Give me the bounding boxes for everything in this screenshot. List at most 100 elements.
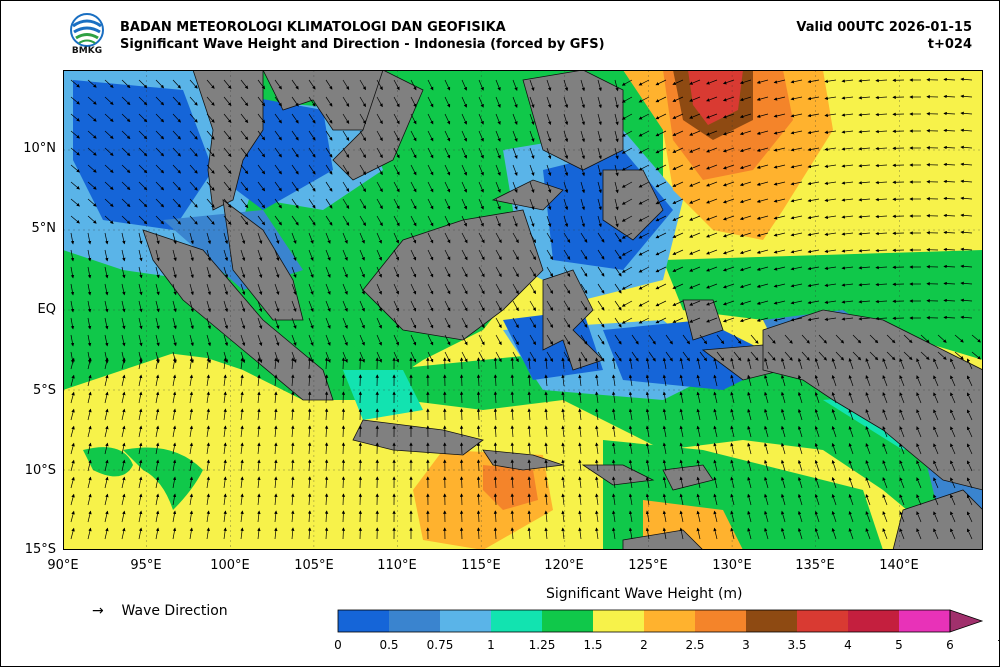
wave-arrow (87, 334, 92, 347)
wave-arrow (393, 334, 399, 346)
wave-arrow (206, 181, 215, 191)
wave-arrow (824, 283, 837, 287)
wave-arrow (756, 198, 769, 203)
wave-arrow (960, 264, 973, 269)
wave-arrow (478, 96, 484, 108)
wave-arrow (240, 283, 246, 296)
wave-arrow (631, 334, 639, 345)
colorbar-swatch (848, 610, 900, 632)
wave-arrow (512, 317, 519, 329)
wave-arrow (943, 264, 956, 269)
wave-arrow (858, 317, 871, 321)
wave-arrow (274, 334, 280, 347)
wave-arrow (138, 266, 143, 279)
wave-arrow (223, 300, 229, 313)
wave-arrow (706, 164, 718, 170)
colorbar-level-label: 3.5 (787, 638, 807, 652)
wave-arrow (529, 130, 535, 143)
wave-arrow (223, 130, 232, 141)
wave-arrow (121, 266, 126, 279)
colorbar-level-label: 2.5 (685, 638, 705, 652)
wave-arrow (376, 113, 383, 125)
wave-arrow (155, 198, 165, 208)
wave-arrow (495, 300, 502, 312)
wave-arrow (672, 317, 684, 323)
wave-arrow (790, 164, 803, 169)
wave-arrow (223, 317, 229, 330)
wave-arrow (325, 232, 331, 244)
wave-arrow (875, 78, 888, 83)
wave-arrow (756, 300, 769, 305)
wave-arrow (621, 181, 633, 188)
wave-arrow (274, 215, 282, 226)
wave-arrow (672, 215, 684, 221)
wave-arrow (858, 130, 871, 134)
wave-arrow (172, 198, 181, 208)
wave-arrow (739, 96, 752, 102)
wave-arrow (359, 317, 365, 329)
wave-arrow (223, 249, 229, 262)
wave-arrow (70, 215, 80, 224)
wave-arrow (773, 198, 786, 203)
wave-arrow (563, 164, 569, 177)
wave-arrow (427, 317, 434, 329)
wave-arrow (824, 215, 837, 219)
wave-arrow (138, 232, 143, 245)
wave-arrow (875, 316, 888, 321)
wave-arrow (459, 510, 464, 523)
wave-arrow (512, 232, 519, 244)
wave-arrow (546, 249, 554, 260)
colorbar-level-label: 0.5 (379, 638, 399, 652)
wave-arrow (342, 198, 350, 209)
wave-arrow (291, 96, 299, 107)
sea-green-patch (123, 447, 203, 510)
wave-arrow (274, 79, 282, 90)
wave-arrow (342, 283, 348, 295)
wave-arrow (240, 215, 249, 226)
wave-arrow (308, 334, 314, 346)
wave-arrow (393, 232, 399, 244)
wave-arrow (739, 300, 752, 306)
wave-arrow (580, 181, 585, 194)
colorbar-title: Significant Wave Height (m) (546, 586, 743, 602)
wave-arrow (410, 198, 417, 210)
wave-arrow (807, 198, 820, 203)
wave-arrow (739, 215, 752, 221)
wave-arrow (138, 164, 148, 174)
sea-blue-region-andaman (73, 80, 213, 230)
wave-arrow (189, 215, 198, 225)
wave-arrow (621, 164, 633, 171)
wave-arrow (875, 299, 888, 304)
wave-arrow (790, 96, 803, 101)
wave-arrow (875, 197, 888, 202)
wave-arrow (841, 198, 854, 202)
wave-arrow (655, 317, 667, 324)
wave-arrow (655, 300, 667, 307)
wave-arrow (189, 79, 198, 89)
wave-arrow (325, 79, 333, 90)
wave-arrow (155, 215, 165, 225)
wave-arrow (943, 128, 956, 133)
wave-arrow (858, 249, 871, 253)
valid-time: Valid 00UTC 2026-01-15 (796, 20, 972, 35)
wave-arrow (342, 130, 350, 141)
wave-arrow (824, 164, 837, 168)
wave-arrow (739, 249, 752, 255)
wave-arrow (87, 130, 97, 139)
colorbar-level-label: 5 (895, 638, 903, 652)
wave-arrow (563, 334, 571, 345)
wave-arrow (172, 300, 177, 313)
forecast-lead: t+024 (927, 37, 972, 52)
wave-arrow (325, 181, 333, 192)
wave-arrow (672, 130, 684, 136)
map-area (63, 70, 983, 550)
wave-arrow (841, 317, 854, 321)
wave-arrow (206, 283, 211, 296)
wave-arrow (461, 198, 467, 210)
wave-arrow (875, 214, 888, 219)
wave-arrow (121, 147, 131, 157)
wave-arrow (773, 147, 786, 152)
wave-arrow (546, 283, 554, 294)
wave-arrow (291, 147, 299, 158)
wave-arrow (155, 334, 160, 347)
